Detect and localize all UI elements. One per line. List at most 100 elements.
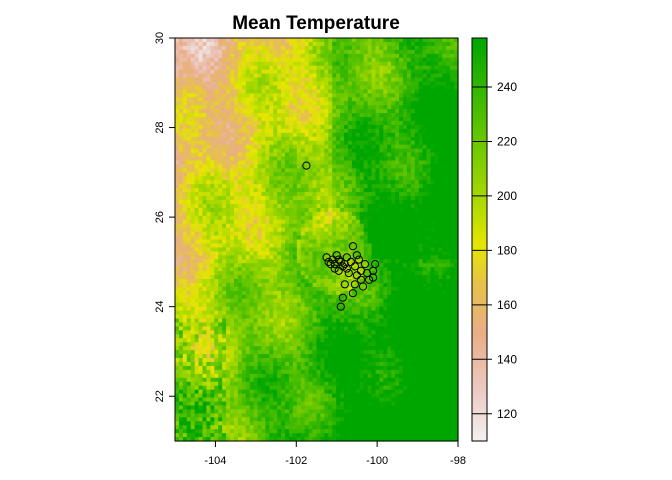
- raster-cell: [359, 140, 365, 146]
- raster-cell: [344, 89, 349, 94]
- raster-cell: [261, 124, 266, 130]
- raster-cell: [288, 164, 294, 169]
- raster-cell: [320, 302, 325, 308]
- raster-cell: [230, 45, 235, 51]
- raster-cell: [226, 176, 231, 181]
- raster-cell: [241, 203, 247, 209]
- raster-cell: [261, 49, 266, 55]
- raster-cell: [222, 425, 227, 430]
- raster-cell: [340, 176, 345, 181]
- raster-cell: [340, 251, 345, 256]
- raster-cell: [296, 172, 302, 177]
- raster-cell: [300, 290, 306, 296]
- raster-cell: [300, 322, 306, 328]
- raster-cell: [351, 69, 357, 75]
- raster-cell: [312, 247, 318, 252]
- raster-cell: [194, 211, 200, 217]
- raster-cell: [344, 196, 349, 201]
- raster-cell: [218, 45, 223, 51]
- raster-cell: [226, 152, 231, 158]
- raster-cell: [257, 73, 263, 79]
- raster-cell: [273, 425, 278, 430]
- raster-cell: [336, 45, 341, 51]
- raster-cell: [288, 338, 294, 343]
- raster-cell: [182, 113, 188, 118]
- raster-cell: [308, 227, 314, 233]
- raster-cell: [316, 239, 322, 245]
- raster-cell: [312, 93, 318, 98]
- raster-cell: [182, 373, 188, 379]
- raster-cell: [194, 405, 200, 410]
- raster-cell: [292, 306, 298, 312]
- raster-cell: [214, 358, 219, 363]
- raster-cell: [206, 97, 211, 102]
- raster-cell: [194, 298, 200, 304]
- raster-cell: [363, 81, 369, 87]
- raster-cell: [261, 113, 266, 118]
- raster-cell: [222, 199, 227, 205]
- raster-cell: [296, 338, 302, 343]
- raster-cell: [332, 417, 337, 422]
- raster-cell: [281, 381, 286, 387]
- raster-cell: [359, 192, 365, 197]
- raster-cell: [316, 271, 322, 276]
- raster-cell: [351, 334, 357, 339]
- raster-cell: [182, 259, 188, 264]
- raster-cell: [198, 160, 204, 166]
- raster-cell: [355, 105, 361, 110]
- raster-cell: [202, 417, 208, 422]
- raster-cell: [226, 322, 231, 328]
- raster-cell: [261, 160, 266, 166]
- raster-cell: [257, 101, 263, 106]
- raster-cell: [249, 385, 255, 391]
- raster-cell: [328, 397, 333, 403]
- raster-cell: [363, 117, 369, 122]
- raster-cell: [292, 302, 298, 308]
- raster-cell: [233, 306, 239, 312]
- raster-cell: [206, 286, 211, 292]
- raster-cell: [308, 132, 314, 138]
- raster-cell: [265, 38, 270, 43]
- raster-cell: [198, 330, 204, 335]
- raster-cell: [245, 251, 251, 256]
- raster-cell: [210, 199, 215, 205]
- raster-cell: [206, 164, 211, 169]
- raster-cell: [241, 322, 247, 328]
- raster-cell: [194, 263, 200, 268]
- raster-cell: [304, 255, 310, 260]
- raster-cell: [210, 172, 215, 177]
- raster-cell: [273, 302, 278, 308]
- raster-cell: [253, 207, 259, 213]
- raster-cell: [312, 421, 318, 426]
- raster-cell: [359, 433, 365, 438]
- raster-cell: [316, 302, 322, 308]
- raster-cell: [202, 45, 208, 51]
- raster-cell: [340, 172, 345, 177]
- raster-cell: [281, 251, 286, 256]
- raster-cell: [186, 120, 192, 126]
- raster-cell: [182, 413, 188, 418]
- raster-cell: [233, 113, 239, 118]
- raster-cell: [320, 73, 325, 79]
- raster-cell: [253, 330, 259, 335]
- raster-cell: [182, 409, 188, 414]
- raster-cell: [233, 263, 239, 268]
- raster-cell: [281, 160, 286, 166]
- raster-cell: [332, 437, 337, 442]
- raster-cell: [198, 109, 204, 114]
- raster-cell: [344, 192, 349, 197]
- raster-cell: [241, 176, 247, 181]
- raster-cell: [285, 231, 290, 237]
- raster-cell: [210, 373, 215, 379]
- raster-cell: [277, 45, 282, 51]
- raster-cell: [226, 180, 231, 185]
- raster-cell: [206, 227, 211, 233]
- raster-cell: [265, 342, 270, 347]
- raster-cell: [304, 227, 310, 233]
- raster-cell: [245, 152, 251, 158]
- raster-cell: [328, 365, 333, 371]
- raster-cell: [202, 267, 208, 272]
- raster-cell: [198, 38, 204, 43]
- raster-cell: [233, 176, 239, 181]
- raster-cell: [292, 148, 298, 154]
